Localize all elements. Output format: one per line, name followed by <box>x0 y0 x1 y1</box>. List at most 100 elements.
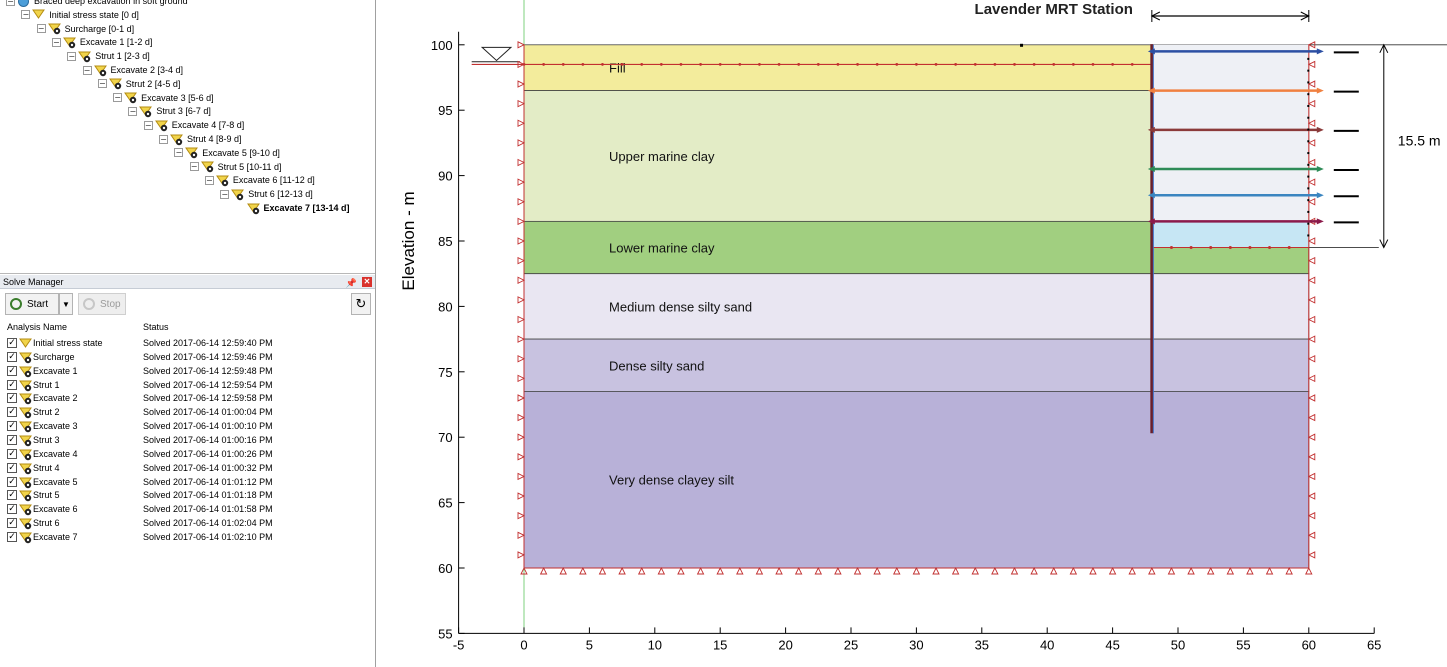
column-header-status[interactable]: Status <box>143 322 169 332</box>
stage-icon <box>47 22 61 35</box>
collapse-icon[interactable]: − <box>204 175 214 185</box>
collapse-icon[interactable]: − <box>21 10 31 20</box>
run-checkbox[interactable]: ✓ <box>7 407 17 418</box>
tree-node[interactable]: − Strut 2 [4-5 d] <box>97 77 182 91</box>
run-checkbox[interactable]: ✓ <box>7 462 17 473</box>
analysis-name: Strut 1 <box>33 379 60 390</box>
table-row[interactable]: ✓ Strut 1 Solved 2017-06-14 12:59:54 PM <box>0 378 375 392</box>
analysis-status: Solved 2017-06-14 12:59:48 PM <box>143 365 273 376</box>
tree-node[interactable]: − Strut 6 [12-13 d] <box>220 187 314 201</box>
left-panel: − Braced deep excavation in soft ground − I… <box>0 0 376 667</box>
table-row[interactable]: ✓ Strut 3 Solved 2017-06-14 01:00:16 PM <box>0 433 375 447</box>
tree-node[interactable]: − Excavate 1 [1-2 d] <box>51 35 154 49</box>
run-checkbox[interactable]: ✓ <box>7 351 17 362</box>
run-checkbox[interactable]: ✓ <box>7 476 17 487</box>
tree-node-label: Strut 1 [2-3 d] <box>95 51 150 62</box>
collapse-icon[interactable]: − <box>174 148 184 158</box>
refresh-button[interactable]: ↻ <box>351 293 371 315</box>
tree-node[interactable]: − Strut 1 [2-3 d] <box>67 49 151 63</box>
table-row[interactable]: ✓ Excavate 6 Solved 2017-06-14 01:01:58 PM <box>0 502 375 516</box>
x-tick-label: 0 <box>520 637 527 652</box>
tree-node[interactable]: − Excavate 5 [9-10 d] <box>174 146 281 160</box>
tree-node[interactable]: − Strut 5 [10-11 d] <box>189 160 283 174</box>
y-tick-label: 65 <box>438 496 452 511</box>
table-row[interactable]: ✓ Strut 2 Solved 2017-06-14 01:00:04 PM <box>0 405 375 419</box>
table-row[interactable]: ✓ Excavate 4 Solved 2017-06-14 01:00:26 PM <box>0 447 375 461</box>
collapse-icon[interactable]: − <box>36 24 46 34</box>
boundary-restraint <box>1226 566 1235 575</box>
tree-node[interactable]: − Surcharge [0-1 d] <box>36 22 136 36</box>
boundary-restraint <box>1206 566 1215 575</box>
collapse-icon[interactable]: − <box>67 51 77 61</box>
table-row[interactable]: ✓ Excavate 2 Solved 2017-06-14 12:59:58 PM <box>0 391 375 405</box>
surface-marker <box>1020 43 1024 47</box>
collapse-icon[interactable]: − <box>143 120 153 130</box>
boundary-restraint <box>517 315 526 324</box>
run-checkbox[interactable]: ✓ <box>7 518 17 529</box>
tree-node[interactable]: − Excavate 4 [7-8 d] <box>143 118 246 132</box>
water-table-node <box>620 63 624 66</box>
boundary-restraint <box>1307 492 1316 500</box>
water-table-node <box>836 63 840 66</box>
run-checkbox[interactable]: ✓ <box>7 531 17 542</box>
tree-node[interactable]: − Strut 4 [8-9 d] <box>159 132 243 146</box>
collapse-icon[interactable]: − <box>6 0 15 6</box>
boundary-restraint <box>517 80 526 88</box>
stage-icon <box>19 420 32 433</box>
tree-node[interactable]: − Strut 3 [6-7 d] <box>128 104 212 118</box>
table-row[interactable]: ✓ Excavate 7 Solved 2017-06-14 01:02:10 PM <box>0 530 375 544</box>
boundary-restraint <box>1307 237 1316 245</box>
y-tick-label: 55 <box>438 626 452 641</box>
strut-arrow-right <box>1316 192 1324 199</box>
collapse-icon[interactable]: − <box>220 189 230 199</box>
run-checkbox[interactable]: ✓ <box>7 379 17 390</box>
start-button[interactable]: Start <box>5 293 59 315</box>
analysis-status: Solved 2017-06-14 01:02:10 PM <box>143 531 273 542</box>
tree-node[interactable]: − Initial stress state [0 d] <box>21 8 140 22</box>
close-icon[interactable]: ✕ <box>362 277 372 287</box>
table-row[interactable]: ✓ Strut 5 Solved 2017-06-14 01:01:18 PM <box>0 488 375 502</box>
run-checkbox[interactable]: ✓ <box>7 504 17 515</box>
table-row[interactable]: ✓ Excavate 1 Solved 2017-06-14 12:59:48 PM <box>0 364 375 378</box>
tree-node[interactable]: − Excavate 3 [5-6 d] <box>113 91 215 105</box>
collapse-icon[interactable]: − <box>113 93 123 103</box>
table-row[interactable]: ✓ Excavate 3 Solved 2017-06-14 01:00:10 PM <box>0 419 375 433</box>
boundary-restraint <box>517 237 526 245</box>
tree-root[interactable]: − Braced deep excavation in soft ground <box>6 0 189 8</box>
analysis-name: Excavate 1 <box>33 365 78 376</box>
collapse-icon[interactable]: − <box>51 37 61 47</box>
x-tick-label: 5 <box>586 637 593 652</box>
table-row[interactable]: ✓ Strut 6 Solved 2017-06-14 01:02:04 PM <box>0 516 375 530</box>
collapse-icon[interactable]: − <box>97 79 107 89</box>
run-checkbox[interactable]: ✓ <box>7 490 17 501</box>
water-table-node <box>973 63 977 66</box>
collapse-icon[interactable]: − <box>159 134 168 144</box>
boundary-restraint <box>1307 60 1316 69</box>
table-row[interactable]: ✓ Excavate 5 Solved 2017-06-14 01:01:12 PM <box>0 475 375 489</box>
tree-node[interactable]: − Excavate 6 [11-12 d] <box>204 173 316 187</box>
boundary-restraint <box>1307 256 1316 265</box>
run-checkbox[interactable]: ✓ <box>7 434 17 445</box>
collapse-icon[interactable]: − <box>128 106 138 116</box>
pin-icon[interactable]: 📌 <box>345 278 357 288</box>
stage-icon <box>19 448 32 461</box>
table-row[interactable]: ✓ Surcharge Solved 2017-06-14 12:59:46 PM <box>0 350 375 364</box>
collapse-icon[interactable]: − <box>189 162 199 172</box>
start-dropdown-button[interactable]: ▼ <box>59 293 73 315</box>
run-checkbox[interactable]: ✓ <box>7 421 17 432</box>
run-checkbox[interactable]: ✓ <box>7 338 17 348</box>
run-checkbox[interactable]: ✓ <box>7 448 17 459</box>
model-plot[interactable]: Lavender MRT Station Fill Upper marine cla… <box>377 0 1447 667</box>
run-checkbox[interactable]: ✓ <box>7 365 17 376</box>
collapse-icon[interactable]: − <box>82 65 92 75</box>
tree-node[interactable]: Excavate 7 [13-14 d] <box>236 201 351 215</box>
model-view[interactable]: Lavender MRT Station Fill Upper marine cla… <box>377 0 1447 667</box>
boundary-restraint <box>1148 566 1156 575</box>
table-row[interactable]: ✓ Initial stress state Solved 2017-06-14 1… <box>0 336 375 350</box>
tree-node[interactable]: − Excavate 2 [3-4 d] <box>82 63 185 77</box>
boundary-restraint <box>579 566 587 575</box>
column-header-name[interactable]: Analysis Name <box>7 322 68 332</box>
run-checkbox[interactable]: ✓ <box>7 393 17 404</box>
table-row[interactable]: ✓ Strut 4 Solved 2017-06-14 01:00:32 PM <box>0 461 375 475</box>
stop-button[interactable]: Stop <box>78 293 126 315</box>
